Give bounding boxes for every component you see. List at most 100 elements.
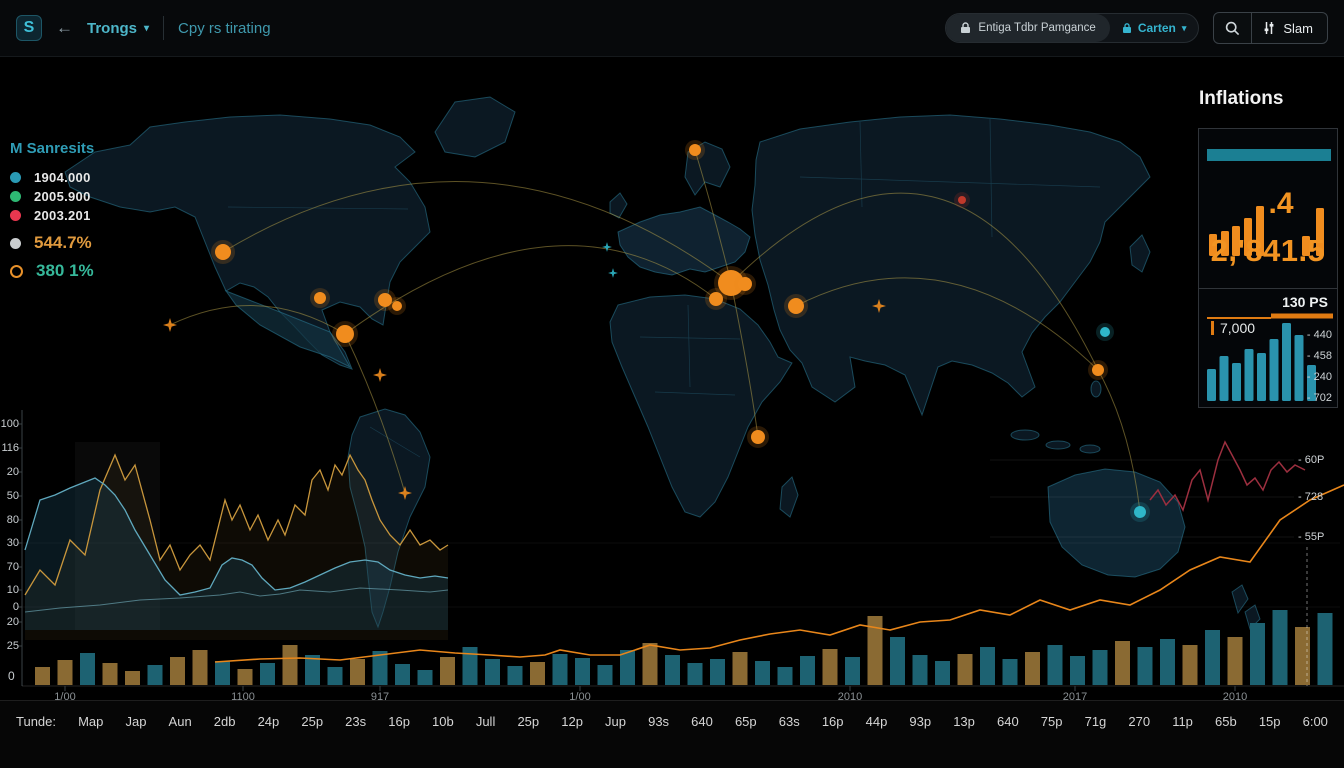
map-hub-dot[interactable] [314,292,326,304]
map-hub-dot[interactable] [709,292,723,306]
month-label: 640 [997,714,1019,729]
axis-tick-label: 100 [0,418,19,430]
year-label: 917 [370,691,390,703]
map-hub-dot[interactable] [738,277,752,291]
teal-bar [1307,365,1316,401]
map-hub-dot[interactable] [958,196,966,204]
nav-dropdown-label: Trongs [87,19,138,37]
strip-bar [642,643,658,685]
flight-arc [1097,369,1141,513]
strip-bar [395,664,410,685]
map-hub-dot[interactable] [336,325,354,343]
legend-value: 2005.900 [34,188,91,204]
teal-progress-bar [1207,149,1331,161]
legend-percent: 544.7% [34,233,92,252]
strip-bar [1092,650,1108,685]
orange-bar [1209,234,1217,256]
strip-bar [597,665,613,685]
month-label: 63s [778,714,800,729]
inflations-panel[interactable]: .4 2,'841.5 130 PS 7,000 - 440 - 458 - 2… [1198,128,1338,408]
axis-tick-label: 0 [12,601,19,613]
map-hub-dot[interactable] [215,244,231,260]
month-axis-row: Tunde: Map Jap Aun 2db 24p 25p 23s 16p 10b Jull 25p… [0,700,1344,768]
strip-bar [755,661,770,685]
year-label: 2010 [1222,691,1248,703]
strip-bar [147,665,163,685]
legend-stat: 544.7% [10,233,94,252]
overlay-value: .4 [1268,187,1294,220]
mode-dropdown[interactable]: Carten ▾ [1110,21,1199,35]
strip-bar [912,655,928,685]
month-label: Aun [168,714,192,729]
back-button[interactable]: ← [56,18,73,37]
search-button[interactable] [1214,13,1253,43]
year-label: 1/00 [54,691,76,703]
area-chart [24,453,449,640]
month-label: 71g [1084,714,1107,729]
month-label: 75p [1040,714,1063,729]
month-label: 93s [648,714,670,729]
map-hub-dot[interactable] [1134,506,1146,518]
month-label: 25p [517,714,540,729]
dashboard-stage: M Sanresits 1904.000 2005.900 2003.201 5… [0,57,1344,703]
map-madagascar [779,476,799,518]
nav-dropdown[interactable]: Trongs ▾ [87,20,149,37]
map-hub-dot[interactable] [751,430,765,444]
axis-tick-label: - 728 [1298,491,1324,503]
map-hub-dot[interactable] [718,270,744,296]
teal-bar [1282,323,1291,401]
month-label: 10b [432,714,454,729]
flight-arc [730,192,1099,371]
year-label: 1100 [231,691,255,703]
strip-bar [957,654,973,685]
legend-item[interactable]: 2005.900 [10,188,94,204]
map-hub-dot[interactable] [1092,364,1104,376]
flight-arc [795,277,1099,371]
map-inner-borders [227,118,1101,458]
badge-icon [1122,22,1131,33]
legend-item[interactable]: 2003.201 [10,207,94,223]
search-input[interactable]: Slam [1283,20,1313,36]
zero-label: 0 [8,669,15,683]
axis-tick-label: 80 [6,514,19,526]
month-label: 15p [1258,714,1281,729]
chart-overlay [18,410,1344,691]
strip-bar [1160,639,1175,685]
strip-bar [867,616,883,685]
map-hub-dot[interactable] [689,144,701,156]
teal-bar [1257,353,1266,401]
month-label: 13p [953,714,975,729]
teal-bar [1269,339,1279,401]
orange-bar [1232,226,1240,256]
map-hub-dot[interactable] [788,298,804,314]
month-label: 65b [1215,714,1237,729]
inflations-top-card: .4 2,'841.5 [1199,129,1337,289]
legend-item[interactable]: 1904.000 [10,169,94,185]
orange-bar [1302,236,1310,256]
strip-bar [440,657,455,685]
month-label: 16p [821,714,844,729]
app-logo[interactable]: S [16,15,42,41]
strip-bar [1025,652,1040,685]
strip-bar [1205,630,1220,685]
strip-bar [1137,647,1153,685]
map-hub-dot[interactable] [392,301,402,311]
teal-dot-icon [10,171,21,183]
filter-button[interactable] [1252,13,1275,43]
spark-icon [398,486,412,500]
gridlines [22,459,1340,608]
map-hub-dot[interactable] [1100,327,1110,337]
strip-bar [462,647,478,685]
strip-bar [1070,656,1085,685]
map-hub-dot[interactable] [378,293,392,307]
red-dot-icon [10,209,21,221]
strip-bar [327,667,343,685]
axis-tick-label: 116 [1,442,19,454]
teal-bar [1219,356,1229,401]
strip-bar [1295,627,1310,685]
privacy-button[interactable]: Entiga Tdbr Pamgance [946,14,1110,42]
gray-dot-icon [10,237,21,249]
orange-bar [1256,206,1264,256]
map-legend: M Sanresits 1904.000 2005.900 2003.201 5… [10,140,94,282]
stat-value: 7,000 [1211,320,1255,336]
